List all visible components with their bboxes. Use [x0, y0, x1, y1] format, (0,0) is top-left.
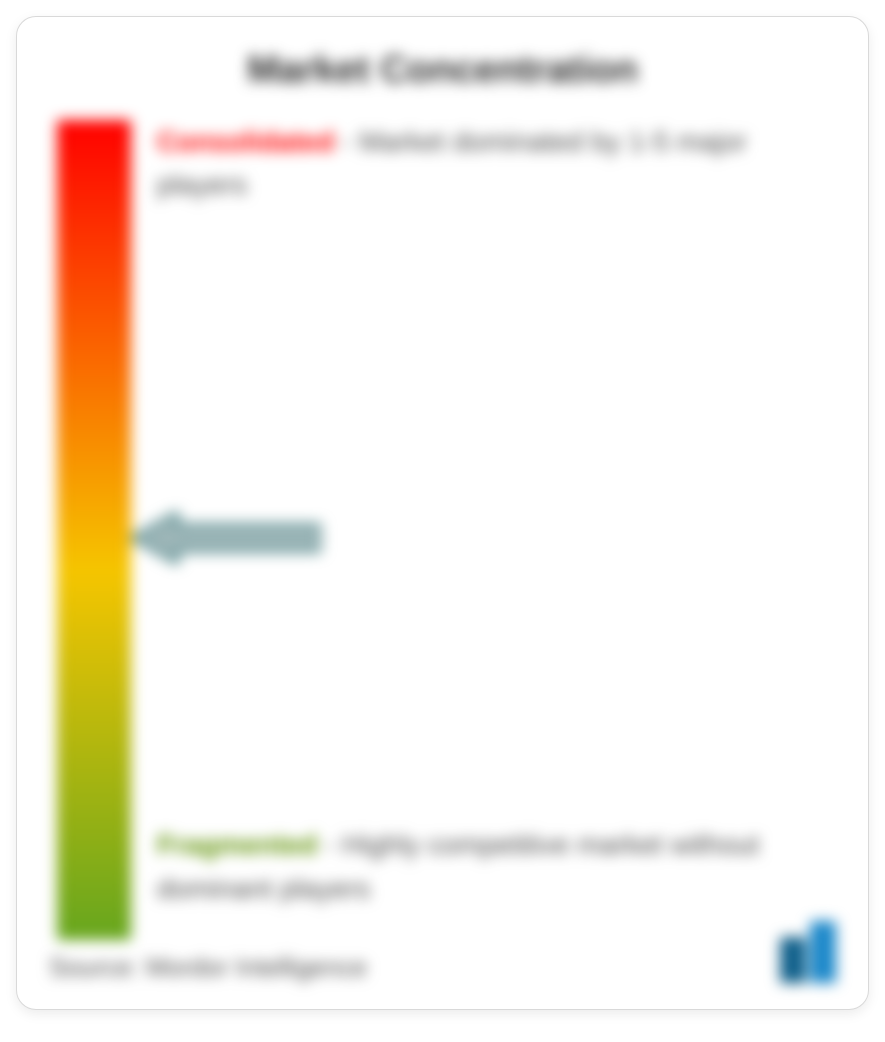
logo-bar: [780, 937, 806, 983]
consolidated-lead: Consolidated: [157, 126, 334, 157]
concentration-gradient-bar: [57, 120, 131, 940]
fragmented-lead: Fragmented: [157, 829, 317, 860]
footer: Source: Mordor Intelligence: [49, 921, 836, 983]
logo-bar: [810, 921, 836, 983]
chart-card: Market Concentration Consolidated - Mark…: [16, 16, 869, 1010]
chart-title: Market Concentration: [57, 49, 828, 92]
source-attribution: Source: Mordor Intelligence: [49, 952, 367, 983]
consolidated-description: Consolidated - Market dominated by 1-5 m…: [157, 120, 828, 207]
fragmented-description: Fragmented - Highly competitive market w…: [157, 823, 828, 910]
position-arrow: [131, 512, 321, 564]
mordor-logo: [780, 921, 836, 983]
chart-area: Consolidated - Market dominated by 1-5 m…: [57, 120, 828, 940]
